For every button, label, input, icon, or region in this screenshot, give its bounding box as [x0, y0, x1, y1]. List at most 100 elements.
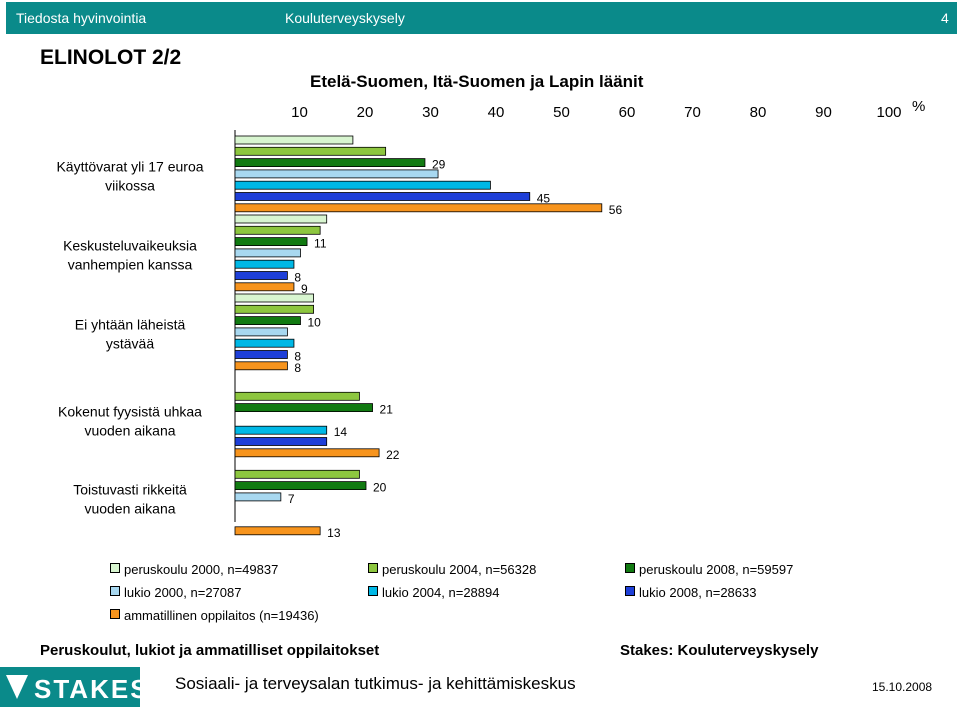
page-number: 4 [941, 10, 949, 26]
legend-item: lukio 2000, n=27087 [110, 585, 241, 600]
legend-swatch [368, 586, 378, 596]
bar [234, 146, 387, 156]
bar [234, 203, 603, 213]
category-label: Ei yhtään läheistä [75, 317, 186, 333]
chart-title: Etelä-Suomen, Itä-Suomen ja Lapin läänit [310, 72, 644, 91]
x-tick-label: 20 [357, 104, 374, 121]
legend-swatch [368, 563, 378, 573]
bar [234, 316, 301, 326]
bar [234, 225, 321, 235]
x-tick-label: 100 [876, 104, 901, 121]
x-tick-label: 60 [619, 104, 636, 121]
x-tick-label: 70 [684, 104, 701, 121]
bar [234, 425, 328, 435]
legend-label: lukio 2004, n=28894 [382, 585, 500, 600]
category-label: Keskusteluvaikeuksia [63, 238, 197, 254]
x-tick-label: 80 [750, 104, 767, 121]
bar [234, 214, 328, 224]
bar [234, 338, 295, 348]
category-label: Käyttövarat yli 17 euroa [56, 159, 203, 175]
bar [234, 526, 321, 536]
bar [234, 259, 295, 269]
footer-organization: Sosiaali- ja terveysalan tutkimus- ja ke… [175, 674, 576, 693]
legend-item: lukio 2004, n=28894 [368, 585, 499, 600]
data-label: 13 [327, 526, 341, 540]
bar [234, 403, 373, 413]
legend-label: peruskoulu 2004, n=56328 [382, 562, 537, 577]
header-left-text: Tiedosta hyvinvointia [16, 10, 147, 26]
legend-item: ammatillinen oppilaitos (n=19436) [110, 608, 319, 623]
data-label: 8 [294, 350, 301, 364]
legend-label: lukio 2008, n=28633 [639, 585, 757, 600]
data-label: 20 [373, 481, 387, 495]
bar [234, 180, 491, 190]
data-label: 11 [314, 237, 327, 251]
legend-swatch [110, 586, 120, 596]
legend-item: peruskoulu 2008, n=59597 [625, 562, 793, 577]
bar [234, 304, 314, 314]
legend-swatch [625, 563, 635, 573]
bar [234, 248, 301, 258]
bar [234, 448, 380, 458]
stakes-logo: STAKES [0, 667, 140, 707]
data-label: 22 [386, 448, 400, 462]
legend-label: ammatillinen oppilaitos (n=19436) [124, 608, 319, 623]
bar [234, 350, 288, 359]
legend-item: peruskoulu 2004, n=56328 [368, 562, 536, 577]
x-tick-label: 30 [422, 104, 439, 121]
bar [234, 169, 439, 179]
data-label: 7 [288, 492, 295, 506]
legend-item: peruskoulu 2000, n=49837 [110, 562, 278, 577]
category-label: ystävää [106, 336, 154, 352]
header-center-text: Kouluterveyskysely [285, 10, 405, 26]
x-tick-label: 50 [553, 104, 570, 121]
category-label: Kokenut fyysistä uhkaa [58, 404, 202, 420]
legend-swatch [110, 563, 120, 573]
legend-item: lukio 2008, n=28633 [625, 585, 756, 600]
category-label: vuoden aikana [84, 423, 175, 439]
category-label: vuoden aikana [84, 501, 175, 517]
data-label: 14 [334, 425, 348, 439]
page-title: ELINOLOT 2/2 [40, 46, 182, 69]
bar [234, 282, 295, 292]
footer-date: 15.10.2008 [872, 680, 933, 694]
bar [234, 293, 314, 303]
footer-source-text: Stakes: Kouluterveyskysely [620, 642, 819, 659]
category-label: vanhempien kanssa [68, 257, 193, 273]
bar [234, 158, 426, 168]
data-label: 56 [609, 203, 623, 217]
bar [234, 492, 282, 502]
x-tick-label: 40 [488, 104, 505, 121]
bar [234, 327, 288, 337]
legend-swatch [625, 586, 635, 596]
legend-label: lukio 2000, n=27087 [124, 585, 242, 600]
x-tick-label: 90 [815, 104, 832, 121]
logo-text: STAKES [34, 674, 140, 704]
bar [234, 271, 288, 280]
bar-chart: 10 20 30 40 50 60 70 80 90 100 % Käyttövarat yli 17… [56, 98, 925, 540]
data-label: 29 [432, 158, 446, 172]
bar [234, 469, 360, 479]
category-label: Toistuvasti rikkeitä [73, 482, 187, 498]
stakes-logo-icon: STAKES [6, 674, 140, 704]
x-tick-label: 10 [291, 104, 308, 121]
data-label: 8 [294, 271, 301, 285]
category-label: viikossa [105, 178, 155, 194]
footer-left-text: Peruskoulut, lukiot ja ammatilliset oppi… [40, 642, 380, 659]
chart-legend: peruskoulu 2000, n=49837 peruskoulu 2004,… [110, 562, 850, 628]
data-label: 45 [537, 192, 551, 206]
bar [234, 437, 328, 446]
unit-label: % [912, 98, 925, 115]
legend-swatch [110, 609, 120, 619]
legend-label: peruskoulu 2008, n=59597 [639, 562, 794, 577]
data-label: 21 [380, 403, 394, 417]
bar [234, 237, 308, 247]
header-bar: Tiedosta hyvinvointia Kouluterveyskysely… [6, 2, 957, 34]
bar [234, 135, 354, 145]
data-label: 9 [301, 282, 308, 296]
bar [234, 391, 360, 401]
data-label: 8 [294, 361, 301, 375]
data-label: 10 [308, 316, 322, 330]
legend-label: peruskoulu 2000, n=49837 [124, 562, 279, 577]
bar [234, 361, 288, 371]
